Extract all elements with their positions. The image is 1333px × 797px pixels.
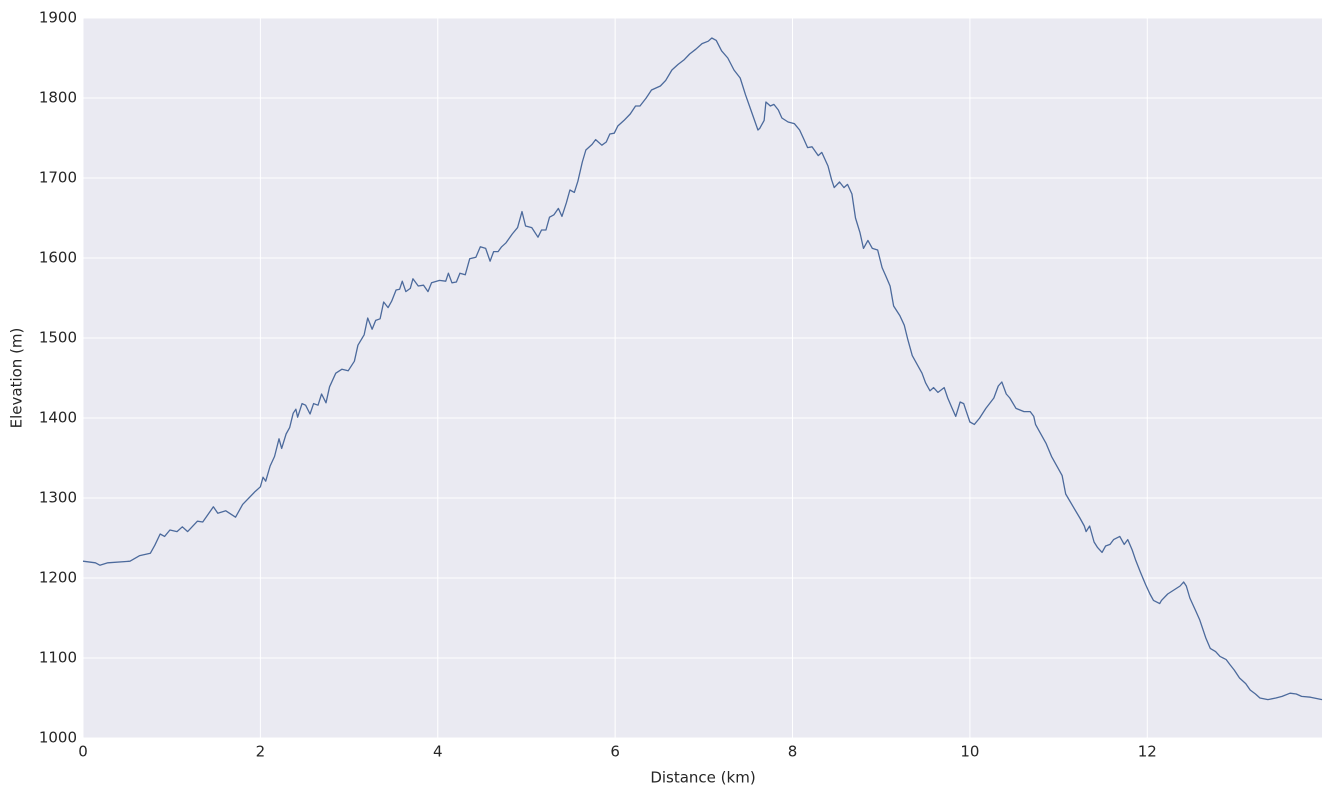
elevation-line <box>82 37 1323 701</box>
y-tick-label: 1700 <box>39 169 77 187</box>
x-tick-label: 6 <box>610 743 620 761</box>
y-tick-label: 1200 <box>39 569 77 587</box>
plot-area <box>83 18 1322 738</box>
y-tick-label: 1100 <box>39 649 77 667</box>
x-tick-label: 2 <box>256 743 266 761</box>
y-tick-label: 1900 <box>39 9 77 27</box>
y-tick-label: 1400 <box>39 409 77 427</box>
y-tick-label: 1300 <box>39 489 77 507</box>
x-tick-label: 12 <box>1138 743 1157 761</box>
x-tick-label: 10 <box>960 743 979 761</box>
x-tick-label: 8 <box>788 743 798 761</box>
y-tick-label: 1500 <box>39 329 77 347</box>
y-tick-label: 1600 <box>39 249 77 267</box>
y-axis-title: Elevation (m) <box>8 328 26 429</box>
y-tick-label: 1000 <box>39 729 77 747</box>
x-tick-label: 0 <box>78 743 88 761</box>
x-tick-label: 4 <box>433 743 443 761</box>
x-axis-title: Distance (km) <box>650 769 755 787</box>
y-tick-label: 1800 <box>39 89 77 107</box>
